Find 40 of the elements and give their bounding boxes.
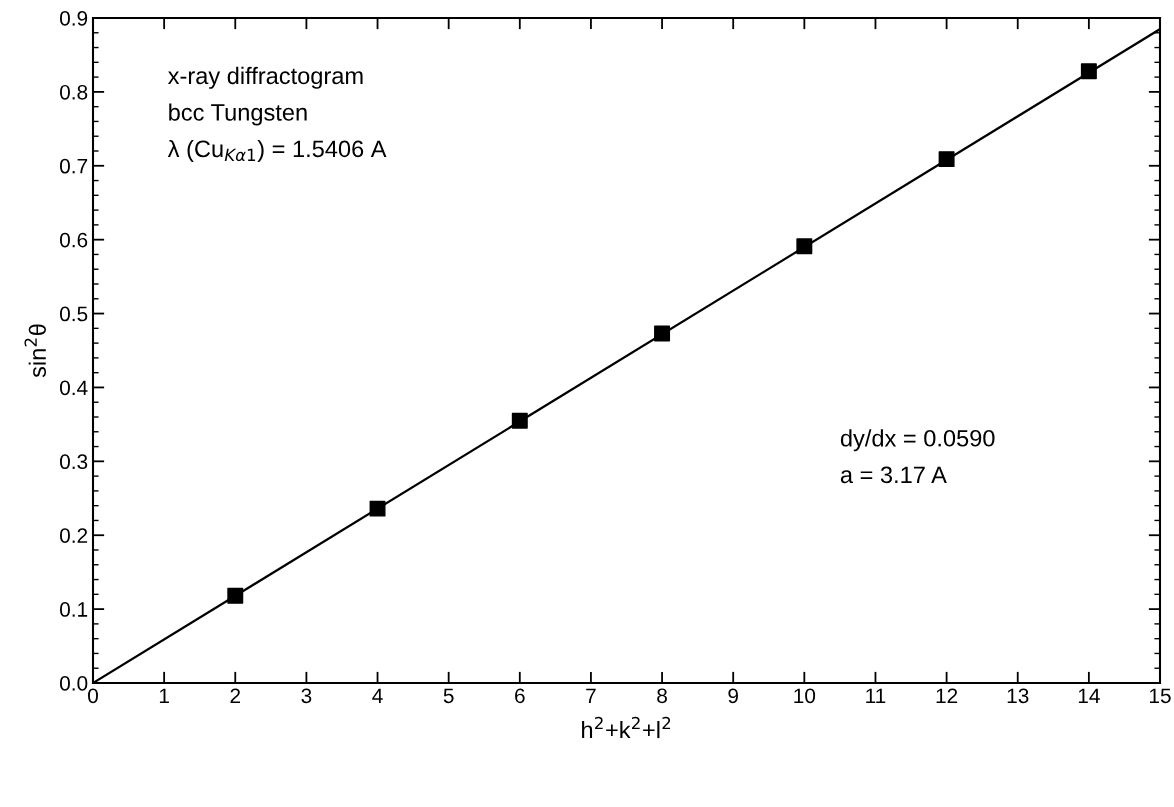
x-tick-label: 14 <box>1078 688 1100 703</box>
point <box>369 500 386 517</box>
x-tick-label: 6 <box>515 688 525 704</box>
y-tick-label: 0.4 <box>59 380 88 396</box>
annotation: bcc Tungsten <box>169 103 307 126</box>
annotation: λ (Cu$_{Kα1}$) = 1.5406 A <box>167 139 387 162</box>
point <box>1080 63 1097 80</box>
annotation: a = 3.17 A <box>840 466 947 484</box>
x-tick-label: 15 <box>1150 688 1171 704</box>
annotation: x-ray diffractogram <box>167 66 363 89</box>
x-tick-label: 1 <box>159 688 169 703</box>
point <box>938 151 955 168</box>
x-tick-label: 2 <box>230 688 241 703</box>
x-tick-label: 10 <box>794 688 816 704</box>
y-axis-title: sin$^{2}$θ <box>24 324 46 378</box>
x-tick-label: 12 <box>936 688 958 703</box>
x-tick-label: 0 <box>88 688 98 704</box>
point <box>227 587 244 604</box>
x-tick-label: 7 <box>586 688 596 703</box>
x-tick-label: 9 <box>728 688 739 704</box>
y-tick-label: 0.9 <box>59 11 88 26</box>
x-tick-label: 8 <box>657 688 667 704</box>
x-tick-label: 3 <box>301 688 312 704</box>
y-tick-label: 0.3 <box>59 454 88 470</box>
annotation: dy/dx = 0.0590 <box>840 429 995 452</box>
y-tick-label: 0.0 <box>59 676 88 691</box>
point <box>654 325 671 342</box>
x-tick-label: 11 <box>866 688 886 703</box>
point <box>511 412 528 429</box>
y-tick-label: 0.7 <box>59 158 88 174</box>
x-tick-label: 4 <box>372 688 383 703</box>
y-tick-label: 0.1 <box>59 602 88 617</box>
x-tick-label: 13 <box>1007 688 1029 704</box>
x-axis-title: h$^{2}$+k$^{2}$+l$^{2}$ <box>582 716 671 739</box>
y-tick-label: 0.2 <box>59 528 88 543</box>
point <box>796 238 813 255</box>
y-tick-label: 0.5 <box>59 306 88 322</box>
y-tick-label: 0.6 <box>59 232 88 248</box>
y-tick-label: 0.8 <box>59 84 88 100</box>
x-tick-label: 5 <box>443 688 454 704</box>
